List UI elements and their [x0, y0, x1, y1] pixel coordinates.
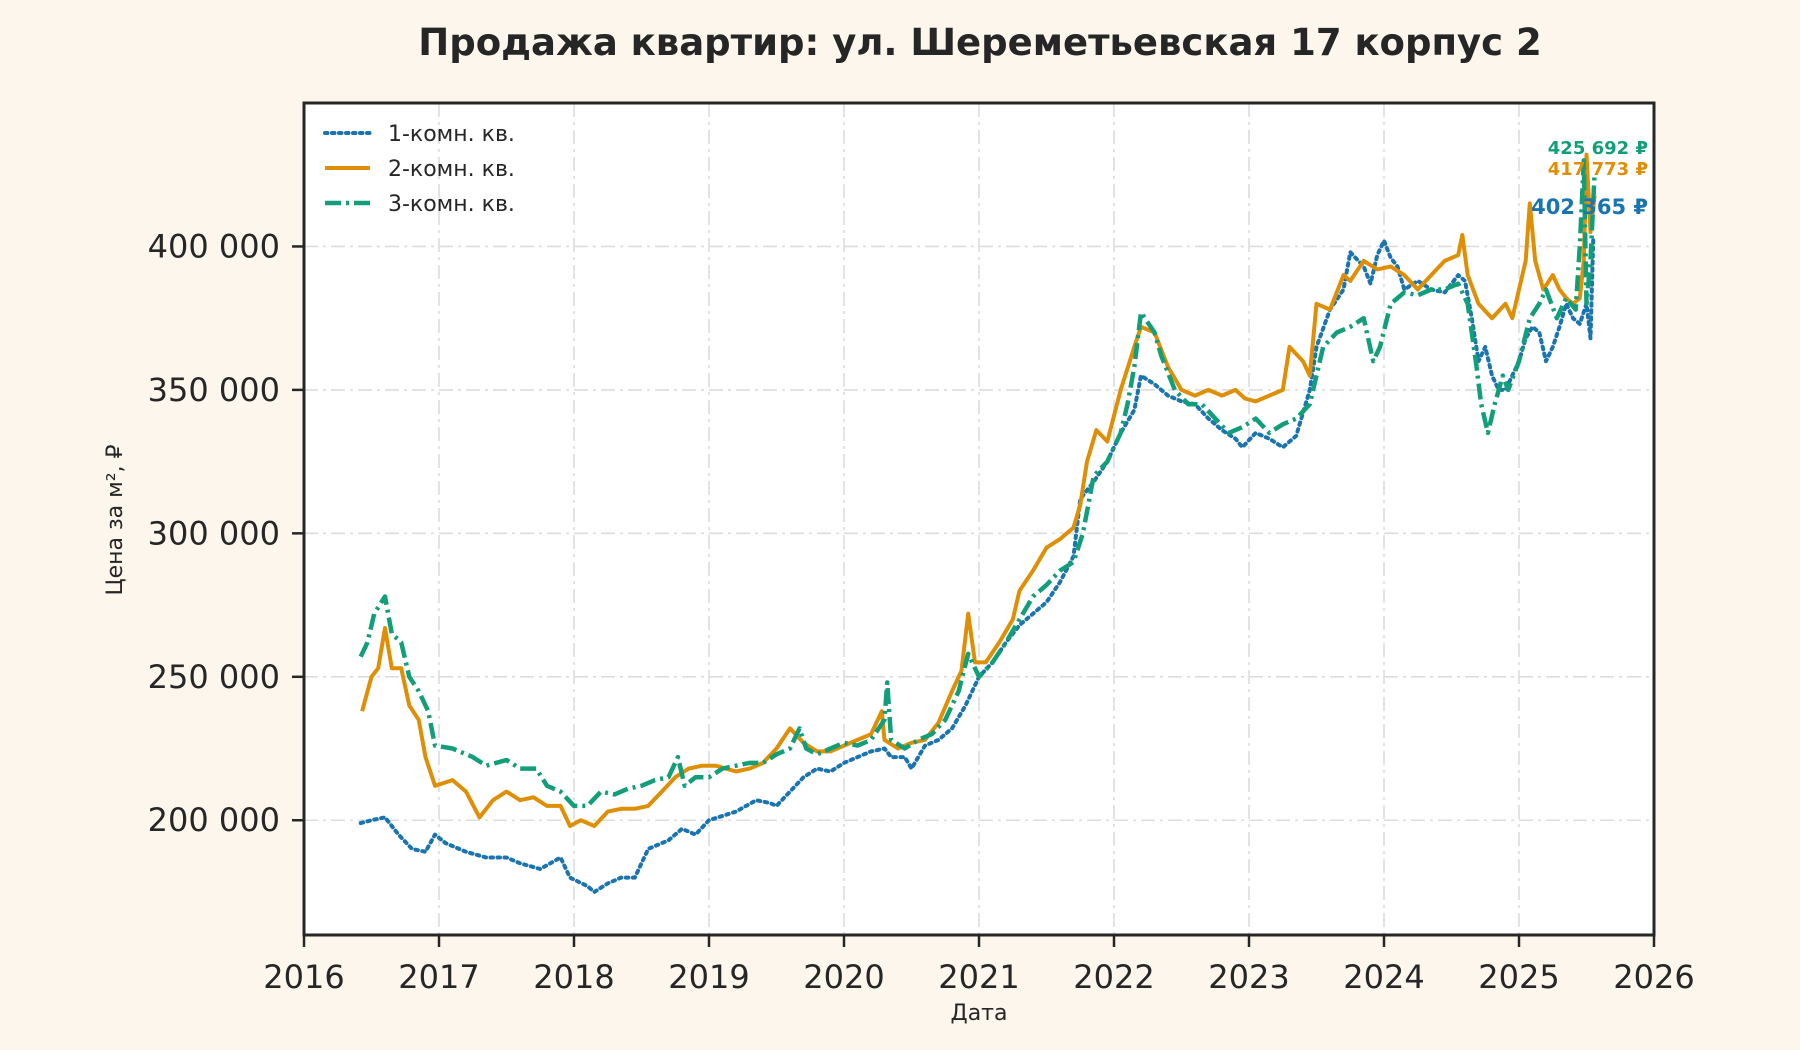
y-tick-label: 350 000	[148, 371, 280, 409]
x-tick-label: 2021	[938, 958, 1019, 996]
chart-title: Продажа квартир: ул. Шереметьевская 17 к…	[418, 21, 1541, 64]
x-tick-label: 2025	[1478, 958, 1559, 996]
end-label-3-room: 425 692 ₽	[1548, 138, 1648, 159]
y-tick-label: 250 000	[148, 658, 280, 696]
y-tick-label: 200 000	[148, 801, 280, 839]
y-axis-label: Цена за м², ₽	[103, 444, 128, 595]
legend: 1-комн. кв. 2-комн. кв. 3-комн. кв.	[323, 122, 515, 217]
end-label-2-room: 417 773 ₽	[1548, 159, 1648, 180]
x-axis-label: Дата	[951, 1001, 1008, 1026]
x-tick-label: 2023	[1208, 958, 1289, 996]
series-line-3-room	[358, 158, 1597, 809]
x-tick-label: 2020	[803, 958, 884, 996]
legend-label-2-room: 2-комн. кв.	[388, 157, 515, 182]
end-labels: 425 692 ₽417 773 ₽ 402 365 ₽	[1531, 138, 1648, 219]
legend-label-1-room: 1-комн. кв.	[388, 122, 515, 147]
legend-entry-1-room: 1-комн. кв.	[323, 122, 515, 147]
x-tick-label: 2022	[1073, 958, 1154, 996]
legend-label-3-room: 3-комн. кв.	[388, 192, 515, 217]
series-line-1-room	[358, 237, 1596, 894]
legend-entry-2-room: 2-комн. кв.	[325, 157, 515, 182]
x-tick-label: 2017	[398, 958, 479, 996]
y-tick-label: 300 000	[148, 514, 280, 552]
x-tick-label: 2019	[668, 958, 749, 996]
series-line-2-room	[360, 152, 1597, 828]
x-tick-label: 2026	[1613, 958, 1694, 996]
x-tick-label: 2024	[1343, 958, 1424, 996]
x-axis: 2016 2017 2018 2019 2020 2021 2022 2023 2024 2025…	[263, 935, 1695, 996]
end-label-1-room: 402 365 ₽	[1531, 195, 1648, 219]
x-tick-label: 2018	[533, 958, 614, 996]
legend-entry-3-room: 3-комн. кв.	[325, 192, 515, 217]
series-layer	[358, 152, 1597, 894]
y-tick-label: 400 000	[148, 227, 280, 265]
y-axis: 200 000 250 000 300 000 350 000 400 000	[148, 227, 304, 839]
x-tick-label: 2016	[263, 958, 344, 996]
